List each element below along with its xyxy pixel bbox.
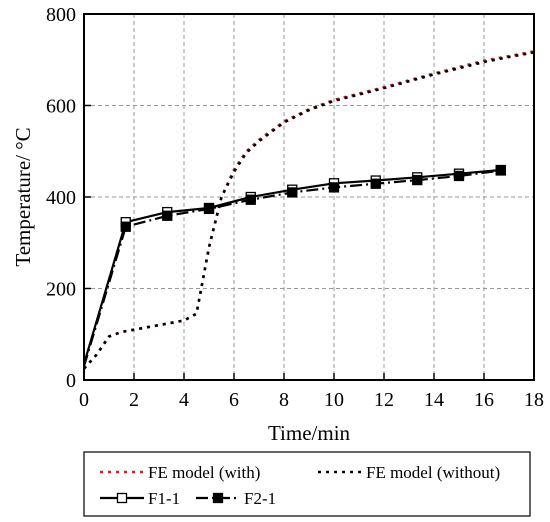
data-point: [287, 187, 298, 198]
x-tick-label: 8: [279, 389, 289, 411]
data-point: [370, 178, 381, 189]
legend-label-4: F2-1: [244, 489, 276, 508]
series-line: [82, 168, 501, 365]
y-tick-label: 0: [66, 370, 76, 392]
grid-lines: [84, 14, 534, 380]
series-2: [83, 51, 535, 370]
legend-marker-3: [116, 492, 128, 504]
x-tick-label: 16: [474, 389, 494, 411]
legend-label-1: FE model (with): [148, 463, 260, 482]
axis-ticks: 0 2 4 6 8 10 12 14 16 18 0 200 400 600 800: [46, 4, 544, 411]
y-tick-label: 600: [46, 96, 76, 118]
series-line: [83, 50, 535, 370]
x-tick-label: 14: [424, 389, 444, 411]
x-tick-label: 6: [229, 389, 239, 411]
y-tick-label: 200: [46, 279, 76, 301]
legend: FE model (with) FE model (without) F1-1 F2-…: [83, 451, 531, 517]
series-1: [83, 50, 535, 370]
data-point: [162, 210, 173, 221]
series-line: [82, 169, 501, 367]
x-tick-label: 2: [129, 389, 139, 411]
series-layer: [82, 50, 535, 370]
legend-marker-4: [212, 492, 224, 504]
data-point: [203, 203, 215, 215]
data-point: [412, 174, 423, 186]
legend-label-2: FE model (without): [366, 463, 500, 482]
data-point: [120, 221, 131, 232]
x-tick-label: 10: [324, 389, 344, 411]
x-tick-label: 18: [524, 389, 544, 411]
x-tick-label: 0: [79, 389, 89, 411]
legend-label-3: F1-1: [148, 489, 180, 508]
data-point: [328, 182, 340, 193]
series-4: [82, 165, 506, 367]
data-point: [245, 194, 256, 205]
x-axis-title: Time/min: [268, 421, 351, 445]
series-line: [83, 51, 535, 370]
x-tick-label: 12: [374, 389, 394, 411]
y-tick-label: 400: [46, 187, 76, 209]
legend-box: [83, 451, 531, 517]
y-tick-label: 800: [46, 4, 76, 26]
data-point: [495, 165, 506, 176]
x-tick-label: 4: [179, 389, 189, 411]
data-point: [453, 170, 465, 182]
y-axis-title: Temperature/ °C: [11, 127, 35, 266]
